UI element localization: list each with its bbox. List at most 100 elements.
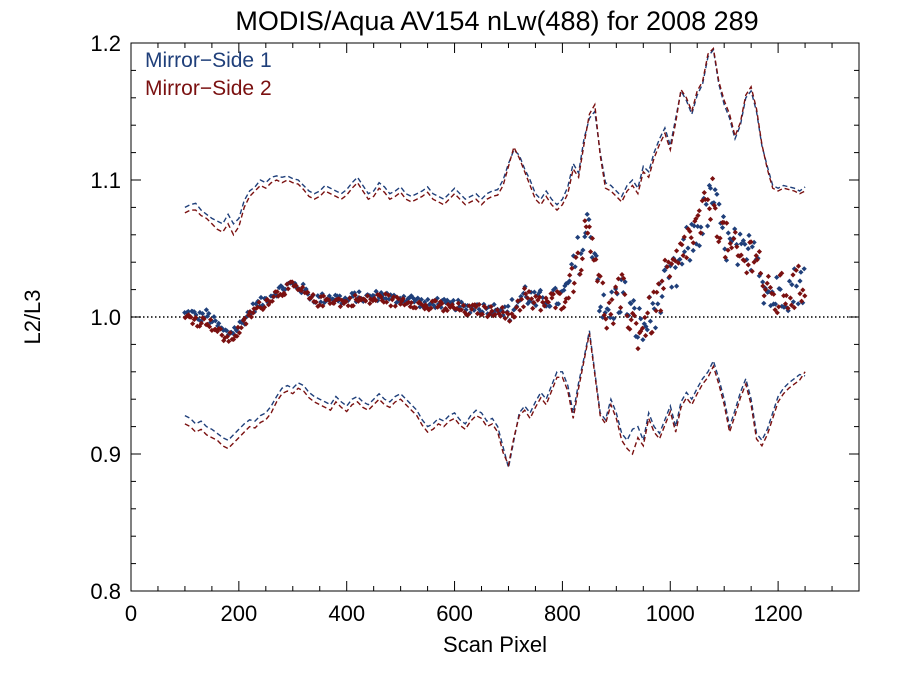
data-point — [388, 303, 394, 309]
data-point — [620, 290, 626, 296]
data-point — [260, 302, 266, 308]
data-point — [371, 295, 377, 301]
data-point — [416, 299, 422, 305]
data-point — [221, 338, 227, 344]
data-point — [688, 235, 694, 241]
data-point — [588, 249, 594, 255]
data-point — [603, 316, 609, 322]
data-point — [582, 234, 588, 240]
data-point — [760, 283, 766, 289]
data-point — [594, 278, 600, 284]
data-point — [481, 303, 487, 309]
data-point — [635, 346, 641, 352]
y-tick-label: 1.1 — [90, 168, 121, 193]
data-point — [279, 284, 285, 290]
data-point — [499, 307, 505, 313]
data-point — [410, 295, 416, 301]
data-point — [732, 226, 738, 232]
data-point — [685, 245, 691, 251]
data-point — [652, 325, 659, 331]
data-point — [337, 303, 343, 310]
data-point — [622, 291, 628, 298]
data-point — [528, 289, 534, 295]
data-point — [575, 234, 581, 240]
data-point — [672, 264, 678, 271]
data-point — [308, 295, 314, 301]
data-point — [654, 289, 660, 295]
data-point — [282, 286, 288, 292]
data-point — [216, 320, 222, 326]
data-point — [343, 298, 349, 305]
legend-ms2: Mirror−Side 2 — [145, 77, 272, 100]
data-point — [638, 316, 644, 322]
data-point — [234, 333, 240, 339]
data-point — [593, 253, 599, 259]
data-point — [631, 305, 637, 311]
data-point — [462, 309, 468, 315]
data-point — [714, 191, 720, 197]
data-point — [449, 302, 455, 308]
data-point — [669, 261, 675, 267]
data-point — [799, 298, 805, 304]
data-point — [247, 309, 253, 315]
data-point — [450, 297, 456, 304]
data-point — [672, 258, 678, 264]
data-point — [224, 328, 230, 334]
data-point — [727, 240, 733, 247]
data-point — [535, 297, 541, 303]
data-point — [570, 289, 577, 295]
data-point — [547, 303, 553, 309]
data-point — [278, 283, 284, 289]
data-point — [658, 308, 664, 314]
data-point — [186, 312, 192, 318]
data-point — [662, 257, 668, 263]
data-point — [336, 296, 342, 302]
data-point — [392, 303, 398, 309]
data-point — [401, 298, 407, 304]
data-point — [415, 295, 421, 301]
data-point — [631, 313, 638, 319]
data-point — [790, 272, 796, 278]
data-point — [738, 241, 744, 247]
data-point — [640, 337, 646, 343]
y-tick-label: 1.0 — [90, 305, 121, 330]
data-point — [460, 302, 467, 308]
data-point — [786, 278, 793, 284]
data-point — [693, 216, 699, 222]
data-point — [628, 301, 634, 307]
data-point — [523, 291, 529, 297]
data-point — [674, 283, 680, 289]
data-point — [651, 289, 657, 295]
x-tick-label: 200 — [220, 601, 257, 626]
data-point — [531, 300, 537, 306]
data-point — [373, 288, 379, 294]
data-point — [584, 211, 590, 217]
data-point — [608, 311, 614, 317]
data-point — [578, 251, 584, 257]
data-point — [797, 278, 803, 284]
data-point — [271, 294, 277, 300]
data-point — [401, 293, 407, 299]
data-point — [520, 304, 527, 310]
data-point — [428, 305, 434, 311]
data-point — [644, 327, 650, 333]
data-point — [660, 285, 667, 292]
data-point — [687, 228, 693, 234]
x-tick-label: 600 — [436, 601, 473, 626]
data-point — [243, 321, 249, 327]
data-point — [630, 310, 636, 316]
data-point — [188, 314, 194, 320]
series-2-points — [182, 176, 808, 352]
data-point — [438, 304, 444, 310]
data-point — [617, 309, 623, 315]
data-point — [613, 284, 619, 290]
data-point — [465, 311, 471, 318]
data-point — [647, 318, 653, 324]
data-point — [787, 295, 793, 301]
data-point — [473, 304, 479, 310]
data-point — [441, 296, 447, 302]
data-point — [570, 253, 577, 259]
data-point — [549, 295, 555, 301]
data-point — [383, 296, 389, 302]
data-point — [725, 230, 731, 236]
